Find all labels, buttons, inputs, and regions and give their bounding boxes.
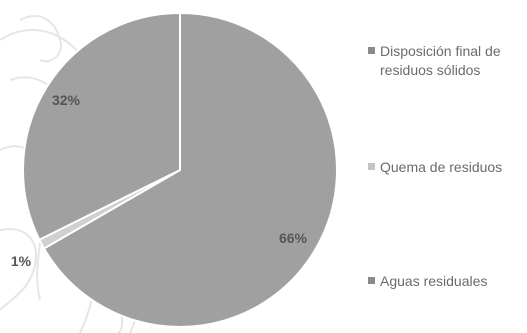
legend-swatch-quema [368,163,375,170]
legend-item-disposicion: Disposición final de residuos sólidos [368,42,527,80]
legend-item-aguas: Aguas residuales [368,272,527,291]
pie-slice-disposicion [42,11,338,328]
legend-swatch-aguas [368,277,375,284]
legend-label-disposicion: Disposición final de residuos sólidos [380,43,501,78]
legend-label-aguas: Aguas residuales [380,273,488,289]
slice-label-disposicion: 66% [279,230,308,246]
slice-label-aguas: 32% [52,92,81,108]
legend-swatch-disposicion [368,47,375,54]
legend-label-quema: Quema de residuos [380,159,503,175]
slice-label-quema: 1% [11,253,32,269]
pie-slice-aguas [22,11,181,242]
legend-item-quema: Quema de residuos [368,158,527,177]
